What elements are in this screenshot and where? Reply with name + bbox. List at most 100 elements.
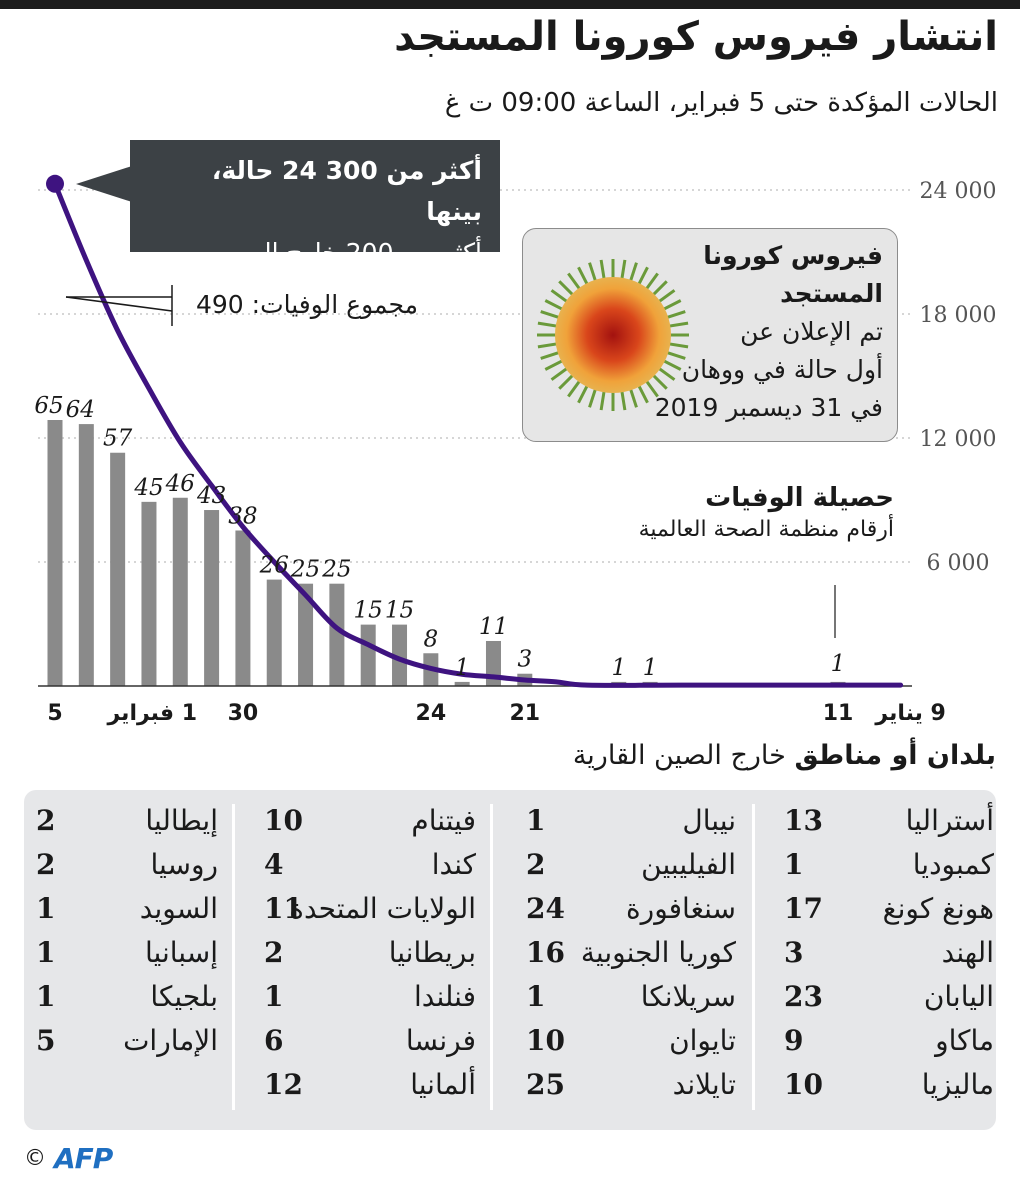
country-name: سريلانكا <box>640 980 736 1013</box>
deaths-bar-label: 1 <box>831 651 846 677</box>
deaths-bar-label: 11 <box>479 614 508 640</box>
virus-line-1: تم الإعلان عن <box>740 317 883 346</box>
callout-line-2: أكثر من 200 خارج الصين <box>215 238 482 267</box>
country-row: سنغافورة 24 <box>526 892 736 936</box>
deaths-bar-label: 46 <box>165 471 195 497</box>
country-name: كمبوديا <box>912 848 994 881</box>
country-row: كمبوديا 1 <box>784 848 994 892</box>
page-subtitle: الحالات المؤكدة حتى 5 فبراير، الساعة 09:… <box>444 88 998 118</box>
deaths-bar <box>47 420 63 686</box>
total-deaths-bracket <box>65 285 173 326</box>
deaths-bar-label: 64 <box>66 397 95 423</box>
virus-title-1: فيروس كورونا <box>703 241 883 270</box>
deaths-bar-label: 43 <box>196 483 226 509</box>
virus-info-text: فيروس كورونا المستجد تم الإعلان عن أول ح… <box>655 237 883 427</box>
x-tick-label: 24 <box>416 701 447 726</box>
deaths-legend: حصيلة الوفيات أرقام منظمة الصحة العالمية <box>639 483 894 542</box>
country-case-count: 3 <box>784 936 804 969</box>
x-tick-label: 21 <box>509 701 540 726</box>
country-row: نيبال 1 <box>526 804 736 848</box>
deaths-bar-label: 15 <box>354 598 383 624</box>
country-case-count: 10 <box>526 1024 565 1057</box>
deaths-source: أرقام منظمة الصحة العالمية <box>638 517 894 542</box>
country-case-count: 1 <box>36 936 56 969</box>
country-name: ألمانيا <box>410 1068 476 1101</box>
country-case-count: 1 <box>526 804 546 837</box>
countries-heading-bold: بلدان أو مناطق <box>794 740 996 771</box>
deaths-bar-label: 25 <box>321 557 351 583</box>
deaths-bar <box>360 624 376 686</box>
country-row: ألمانيا 12 <box>264 1068 476 1112</box>
country-row: فرنسا 6 <box>264 1024 476 1068</box>
country-case-count: 9 <box>784 1024 804 1057</box>
country-row: إيطاليا 2 <box>36 804 218 848</box>
deaths-bar-label: 1 <box>455 655 470 681</box>
deaths-bar <box>204 510 220 686</box>
country-row: بريطانيا 2 <box>264 936 476 980</box>
footer: © AFP <box>24 1142 113 1175</box>
country-name: فرنسا <box>405 1024 476 1057</box>
x-tick-label: 9 يناير <box>874 701 945 726</box>
deaths-bar <box>235 530 251 686</box>
country-name: ماليزيا <box>921 1068 994 1101</box>
column-divider <box>232 804 235 1110</box>
country-name: كندا <box>431 848 476 881</box>
country-name: روسيا <box>150 848 218 881</box>
deaths-bar-label: 38 <box>228 503 257 529</box>
total-cases-callout: أكثر من 300 24 حالة، بينها أكثر من 200 خ… <box>130 140 500 267</box>
country-name: الإمارات <box>123 1024 218 1057</box>
y-tick-label: 18 000 <box>920 303 997 328</box>
deaths-bars <box>47 420 846 686</box>
country-case-count: 13 <box>784 804 823 837</box>
deaths-bar <box>329 583 345 686</box>
deaths-bar <box>78 424 94 686</box>
countries-heading: بلدان أو مناطق خارج الصين القارية <box>573 740 996 771</box>
country-case-count: 11 <box>264 892 303 925</box>
country-name: الهند <box>941 936 994 969</box>
countries-column: إيطاليا 2 روسيا 2 السويد 1 إسبانيا 1 بلجيكا 1 الإم… <box>36 804 218 1068</box>
country-row: الهند 3 <box>784 936 994 980</box>
country-case-count: 10 <box>264 804 303 837</box>
country-row: روسيا 2 <box>36 848 218 892</box>
x-tick-label: 5 <box>47 701 62 726</box>
country-row: الإمارات 5 <box>36 1024 218 1068</box>
deaths-bar <box>392 624 408 686</box>
country-case-count: 1 <box>264 980 284 1013</box>
country-case-count: 2 <box>264 936 284 969</box>
country-name: أستراليا <box>905 804 994 837</box>
deaths-bar <box>454 681 470 686</box>
country-case-count: 1 <box>784 848 804 881</box>
callout-arrow <box>76 166 132 202</box>
country-case-count: 1 <box>36 892 56 925</box>
country-case-count: 5 <box>36 1024 56 1057</box>
country-row: فنلندا 1 <box>264 980 476 1024</box>
copyright-symbol: © <box>24 1146 46 1171</box>
country-name: كوريا الجنوبية <box>580 936 736 969</box>
country-name: إيطاليا <box>145 804 218 837</box>
total-deaths-label: مجموع الوفيات: 490 <box>196 290 418 319</box>
country-name: نيبال <box>682 804 736 837</box>
deaths-bar-label: 26 <box>259 553 289 579</box>
deaths-bar <box>266 579 282 686</box>
country-case-count: 2 <box>526 848 546 881</box>
latest-cases-point <box>46 174 64 193</box>
deaths-bar-label: 3 <box>517 647 532 673</box>
country-name: بريطانيا <box>388 936 476 969</box>
country-case-count: 23 <box>784 980 823 1013</box>
country-case-count: 1 <box>526 980 546 1013</box>
deaths-bar-label: 1 <box>611 655 626 681</box>
virus-info-box: فيروس كورونا المستجد تم الإعلان عن أول ح… <box>522 228 898 442</box>
deaths-bar-label: 25 <box>290 557 320 583</box>
x-tick-label: 30 <box>228 701 259 726</box>
virus-line-2: أول حالة في ووهان <box>681 355 883 384</box>
deaths-bar <box>141 501 157 686</box>
deaths-bar-label: 45 <box>133 475 163 501</box>
country-case-count: 10 <box>784 1068 823 1101</box>
country-case-count: 17 <box>784 892 823 925</box>
country-name: هونغ كونغ <box>882 892 994 925</box>
virus-line-3: في 31 ديسمبر 2019 <box>654 393 883 422</box>
country-name: الفيليبين <box>641 848 736 881</box>
country-name: تايوان <box>669 1024 736 1057</box>
